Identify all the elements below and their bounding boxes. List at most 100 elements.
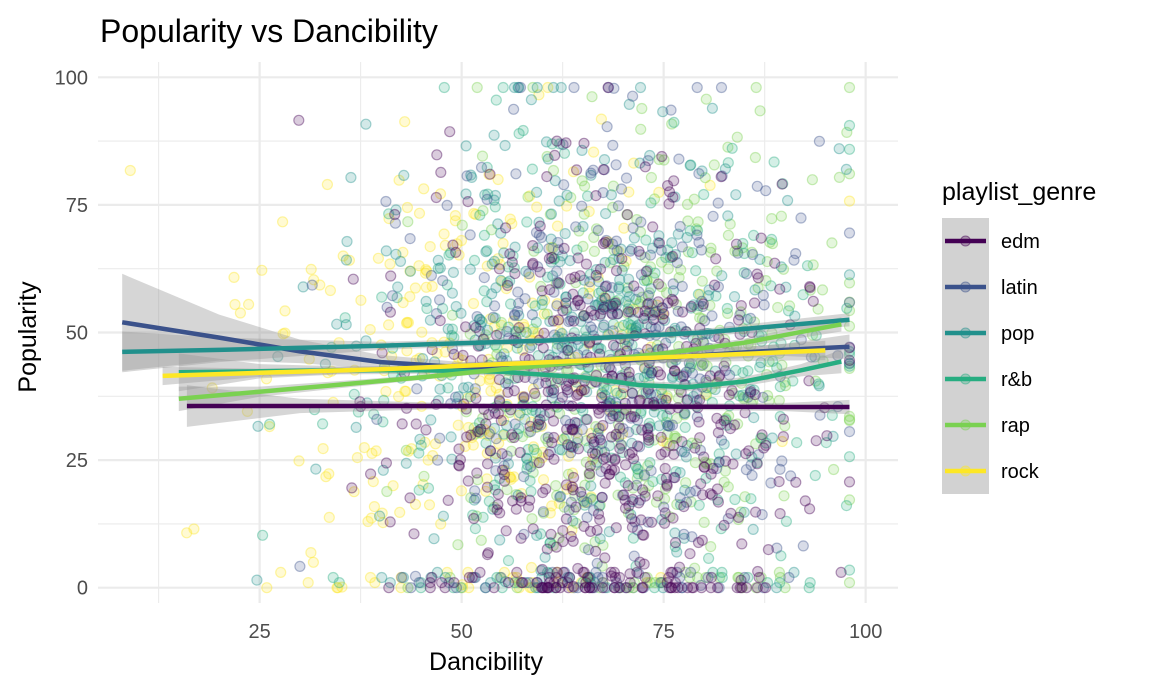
scatter-point	[609, 582, 621, 594]
scatter-point	[546, 566, 559, 579]
scatter-point	[566, 582, 578, 594]
scatter-point	[591, 524, 603, 536]
scatter-point	[684, 571, 696, 584]
scatter-point	[662, 244, 674, 256]
scatter-point	[626, 513, 638, 525]
scatter-point	[590, 566, 602, 579]
scatter-point	[521, 453, 533, 465]
scatter-point	[757, 391, 769, 403]
scatter-point	[710, 290, 722, 302]
scatter-point	[279, 327, 291, 339]
scatter-point	[481, 296, 493, 308]
scatter-point	[607, 318, 620, 330]
scatter-point	[570, 164, 583, 176]
scatter-point	[732, 511, 745, 524]
scatter-point	[302, 576, 314, 589]
scatter-point	[560, 291, 572, 303]
scatter-point	[472, 474, 484, 486]
scatter-point	[453, 249, 465, 261]
scatter-point	[549, 149, 561, 161]
scatter-point	[526, 513, 538, 525]
scatter-point	[443, 576, 455, 589]
scatter-point	[430, 308, 443, 320]
scatter-point	[580, 258, 593, 270]
scatter-point	[488, 501, 500, 513]
scatter-point	[597, 303, 609, 315]
scatter-point	[279, 305, 291, 317]
scatter-point	[544, 446, 557, 458]
scatter-point	[742, 571, 754, 584]
scatter-point	[495, 316, 507, 329]
scatter-point	[679, 484, 691, 496]
scatter-point	[724, 423, 737, 435]
scatter-point	[466, 171, 478, 183]
scatter-point	[578, 344, 590, 356]
scatter-point	[642, 297, 655, 310]
scatter-point	[441, 279, 453, 291]
scatter-point	[691, 81, 703, 94]
scatter-point	[601, 384, 613, 396]
scatter-point	[537, 507, 550, 519]
scatter-point	[413, 576, 425, 589]
scatter-point	[653, 237, 666, 249]
scatter-point	[783, 571, 795, 584]
scatter-point	[598, 319, 610, 331]
scatter-point	[827, 463, 840, 476]
scatter-point	[481, 193, 493, 205]
scatter-point	[275, 566, 287, 579]
scatter-point	[554, 278, 566, 290]
scatter-point	[439, 239, 451, 251]
scatter-point	[666, 237, 678, 249]
scatter-point	[368, 408, 380, 420]
scatter-point	[542, 436, 554, 448]
scatter-point	[448, 576, 460, 589]
scatter-point	[698, 451, 710, 463]
scatter-point	[614, 582, 626, 594]
scatter-point	[347, 273, 359, 285]
scatter-point	[751, 180, 763, 192]
scatter-point	[521, 459, 534, 471]
scatter-point	[508, 308, 521, 321]
scatter-point	[381, 485, 393, 498]
x-tick-label: 50	[451, 621, 473, 643]
scatter-point	[339, 312, 351, 324]
scatter-point	[559, 566, 571, 579]
scatter-point	[618, 260, 630, 272]
scatter-point	[712, 281, 725, 293]
scatter-point	[507, 315, 520, 327]
scatter-point	[438, 228, 450, 240]
scatter-point	[475, 427, 487, 440]
scatter-point	[583, 442, 595, 454]
scatter-point	[467, 439, 479, 451]
scatter-point	[715, 81, 728, 94]
scatter-point	[690, 265, 702, 277]
scatter-point	[483, 428, 495, 440]
scatter-point	[631, 214, 643, 226]
scatter-point	[610, 576, 623, 589]
scatter-point	[583, 205, 595, 218]
scatter-point	[464, 263, 476, 275]
scatter-point	[660, 252, 672, 264]
scatter-point	[776, 178, 788, 190]
scatter-point	[540, 432, 552, 445]
scatter-point	[585, 321, 597, 333]
scatter-point	[331, 318, 343, 330]
scatter-point	[812, 303, 824, 315]
scatter-point	[746, 451, 758, 463]
scatter-point	[489, 484, 501, 496]
scatter-point	[498, 428, 510, 440]
scatter-point	[493, 263, 505, 275]
scatter-point	[437, 302, 449, 315]
scatter-point	[336, 581, 348, 593]
scatter-point	[584, 571, 596, 584]
scatter-point	[715, 171, 727, 183]
scatter-point	[693, 300, 705, 312]
scatter-point	[558, 501, 570, 513]
scatter-point	[442, 323, 454, 335]
scatter-point	[694, 288, 706, 300]
scatter-point	[643, 434, 655, 446]
scatter-point	[461, 392, 474, 404]
scatter-point	[673, 272, 685, 284]
scatter-point	[639, 571, 651, 584]
scatter-point	[667, 278, 679, 290]
